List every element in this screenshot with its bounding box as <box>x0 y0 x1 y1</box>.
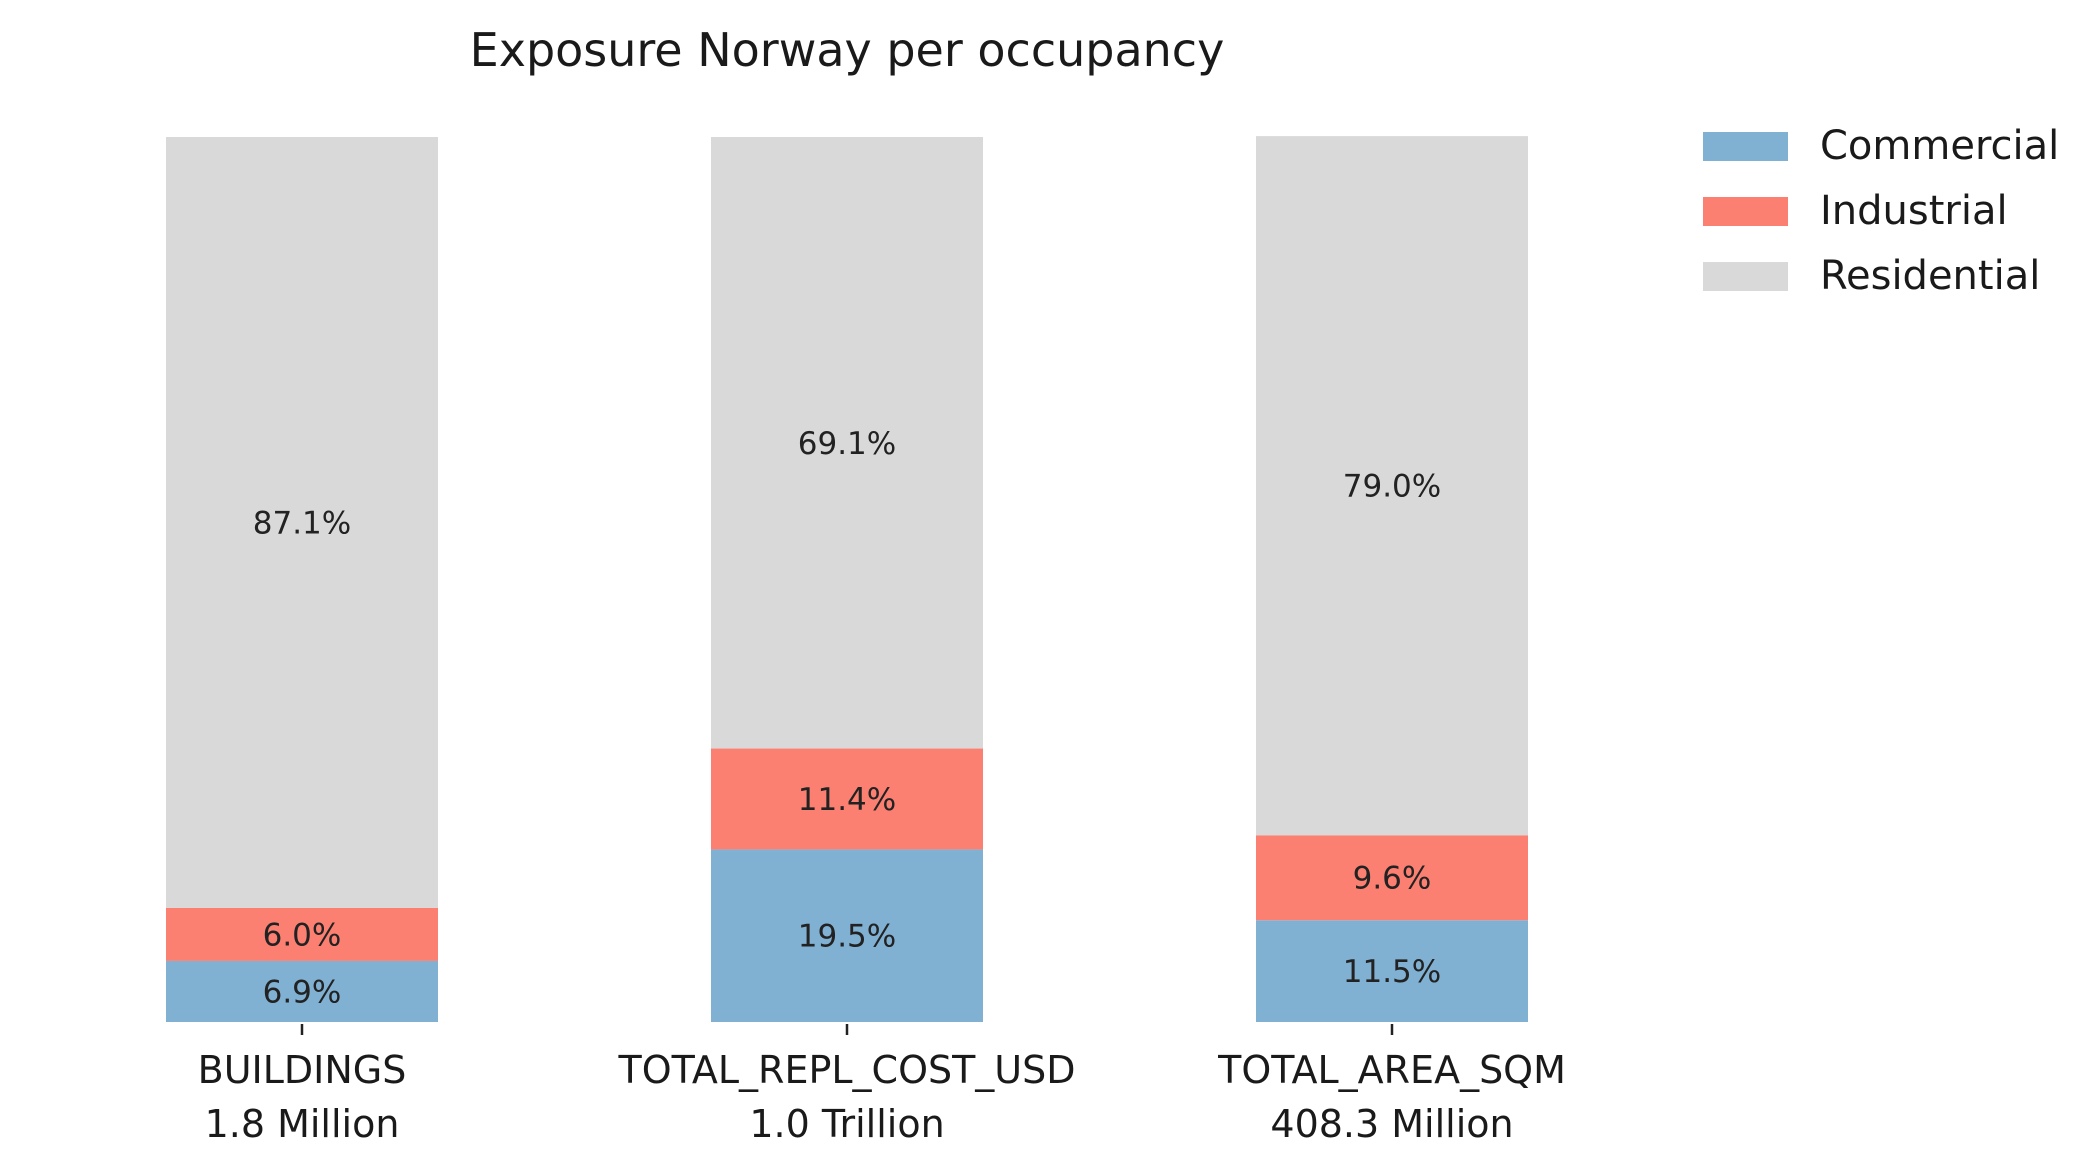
data-label-industrial-2: 11.4% <box>798 782 896 818</box>
data-label-industrial-1: 6.0% <box>263 917 342 953</box>
bar-segment-commercial-2 <box>711 849 983 1022</box>
bar-segment-commercial-1 <box>166 960 438 1022</box>
x-tick-label-2: TOTAL_REPL_COST_USD <box>617 1048 1075 1092</box>
chart-title: Exposure Norway per occupancy <box>470 23 1225 77</box>
bar-segment-residential-3 <box>1256 136 1528 836</box>
legend-swatch-industrial <box>1703 197 1788 226</box>
data-label-commercial-1: 6.9% <box>263 974 342 1010</box>
data-label-residential-2: 69.1% <box>798 426 896 462</box>
legend-label-commercial: Commercial <box>1820 123 2059 169</box>
bar-segment-commercial-3 <box>1256 920 1528 1022</box>
data-label-residential-3: 79.0% <box>1343 469 1441 505</box>
x-axis: BUILDINGS 1.8 Million TOTAL_REPL_COST_USD 1… <box>198 1024 1566 1146</box>
data-label-residential-1: 87.1% <box>253 505 351 541</box>
legend-label-industrial: Industrial <box>1820 188 2008 234</box>
data-label-commercial-3: 11.5% <box>1343 954 1441 990</box>
bars-layer: 6.9% 6.0% 87.1% 19.5% 11.4% 69.1% 11.5% 9.6% 79.… <box>166 136 1528 1022</box>
data-label-industrial-3: 9.6% <box>1353 861 1432 897</box>
x-tick-total-3: 408.3 Million <box>1270 1102 1513 1146</box>
x-tick-label-1: BUILDINGS <box>198 1048 407 1092</box>
legend-label-residential: Residential <box>1820 253 2040 299</box>
legend-swatch-residential <box>1703 262 1788 291</box>
x-tick-total-2: 1.0 Trillion <box>749 1102 944 1146</box>
x-tick-total-1: 1.8 Million <box>205 1102 400 1146</box>
data-label-commercial-2: 19.5% <box>798 919 896 955</box>
legend-swatch-commercial <box>1703 132 1788 161</box>
x-tick-label-3: TOTAL_AREA_SQM <box>1217 1048 1566 1092</box>
legend: Commercial Industrial Residential <box>1703 123 2059 299</box>
bar-segment-industrial-3 <box>1256 835 1528 921</box>
bar-segment-residential-2 <box>711 137 983 749</box>
bar-segment-residential-1 <box>166 137 438 908</box>
bar-segment-industrial-2 <box>711 748 983 850</box>
bar-segment-industrial-1 <box>166 907 438 961</box>
